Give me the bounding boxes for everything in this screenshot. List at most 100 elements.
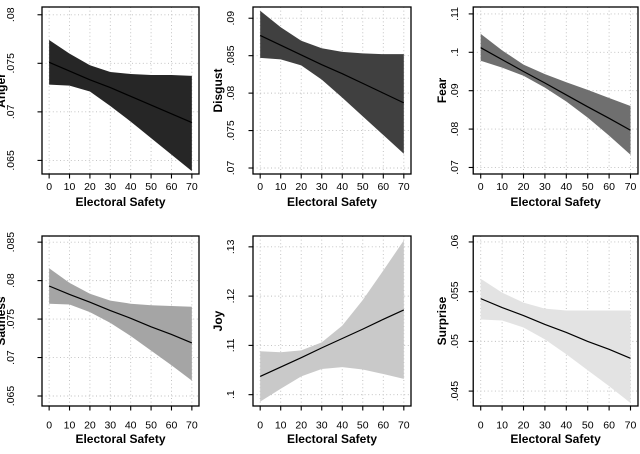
svg-text:.08: .08: [5, 273, 17, 288]
sadness-chart: 0 10 20 30 40 50 60 70 .065 .07 .075 .08 .085 Elector…: [0, 232, 200, 446]
svg-text:50: 50: [582, 181, 594, 193]
svg-text:10: 10: [496, 181, 508, 193]
panel-joy: 0 10 20 30 40 50 60 70 .1 .11 .12 .13 Electoral Safe…: [213, 227, 426, 454]
panel-anger: 0 10 20 30 40 50 60 70 .065 .07 .075 .08 Electoral S…: [0, 0, 213, 227]
disgust-chart: 0 10 20 30 40 50 60 70 .07 .075 .08 .085 .09 Electora…: [213, 6, 412, 209]
svg-text:.075: .075: [5, 309, 17, 330]
svg-text:70: 70: [625, 420, 637, 432]
anger-chart: 0 10 20 30 40 50 60 70 .065 .07 .075 .08 Electoral S…: [0, 6, 200, 209]
svg-text:.07: .07: [5, 104, 17, 119]
svg-text:.12: .12: [225, 289, 237, 304]
svg-text:.075: .075: [225, 120, 237, 141]
svg-text:50: 50: [357, 181, 369, 193]
joy-chart: 0 10 20 30 40 50 60 70 .1 .11 .12 .13 Electoral Safe…: [213, 235, 412, 446]
svg-text:40: 40: [336, 181, 348, 193]
svg-text:0: 0: [46, 420, 52, 432]
svg-text:20: 20: [295, 181, 307, 193]
svg-text:Electoral Safety: Electoral Safety: [75, 432, 165, 446]
svg-text:70: 70: [186, 420, 198, 432]
svg-text:Fear: Fear: [435, 78, 449, 104]
svg-text:60: 60: [166, 181, 178, 193]
svg-text:40: 40: [125, 181, 137, 193]
panel-disgust: 0 10 20 30 40 50 60 70 .07 .075 .08 .085 .09 Electora…: [213, 0, 426, 227]
svg-text:20: 20: [84, 420, 96, 432]
svg-text:10: 10: [64, 181, 76, 193]
svg-text:30: 30: [316, 181, 328, 193]
svg-text:.11: .11: [225, 338, 237, 352]
svg-text:.05: .05: [449, 334, 461, 349]
svg-text:.085: .085: [225, 45, 237, 66]
svg-text:30: 30: [104, 181, 116, 193]
svg-text:40: 40: [560, 181, 572, 193]
svg-text:.065: .065: [5, 150, 17, 171]
svg-text:.13: .13: [225, 239, 237, 254]
svg-text:30: 30: [104, 420, 116, 432]
svg-text:20: 20: [518, 181, 530, 193]
svg-text:40: 40: [560, 420, 572, 432]
svg-text:.065: .065: [5, 386, 17, 407]
svg-text:Surprise: Surprise: [435, 296, 449, 345]
svg-text:70: 70: [625, 181, 637, 193]
svg-text:60: 60: [377, 181, 389, 193]
svg-text:.09: .09: [449, 83, 461, 98]
svg-text:10: 10: [64, 420, 76, 432]
fear-chart: 0 10 20 30 40 50 60 70 .07 .08 .09 .1 .11 Electoral S…: [435, 6, 639, 209]
svg-text:10: 10: [275, 420, 287, 432]
svg-text:.1: .1: [449, 48, 461, 57]
svg-text:Joy: Joy: [213, 310, 225, 331]
svg-text:Electoral Safety: Electoral Safety: [510, 195, 601, 209]
surprise-chart: 0 10 20 30 40 50 60 70 .045 .05 .055 .06 Electoral S…: [435, 235, 639, 446]
svg-text:0: 0: [46, 181, 52, 193]
svg-text:.09: .09: [225, 11, 237, 26]
svg-text:.08: .08: [5, 7, 17, 22]
svg-text:20: 20: [295, 420, 307, 432]
svg-text:Electoral Safety: Electoral Safety: [75, 195, 165, 209]
svg-text:Anger: Anger: [0, 73, 8, 108]
svg-text:.08: .08: [225, 86, 237, 101]
svg-text:.07: .07: [225, 161, 237, 176]
svg-text:70: 70: [186, 181, 198, 193]
svg-text:10: 10: [275, 181, 287, 193]
svg-text:50: 50: [582, 420, 594, 432]
svg-text:30: 30: [539, 420, 551, 432]
svg-text:.085: .085: [5, 232, 17, 253]
svg-text:60: 60: [166, 420, 178, 432]
panel-surprise: 0 10 20 30 40 50 60 70 .045 .05 .055 .06 Electoral S…: [426, 227, 640, 454]
svg-text:0: 0: [478, 420, 484, 432]
svg-text:Electoral Safety: Electoral Safety: [287, 195, 377, 209]
svg-text:40: 40: [125, 420, 137, 432]
svg-text:60: 60: [377, 420, 389, 432]
panel-sadness: 0 10 20 30 40 50 60 70 .065 .07 .075 .08 .085 Elector…: [0, 227, 213, 454]
svg-text:10: 10: [496, 420, 508, 432]
svg-text:0: 0: [257, 420, 263, 432]
svg-text:.1: .1: [225, 390, 237, 399]
svg-text:70: 70: [398, 181, 410, 193]
svg-text:Electoral Safety: Electoral Safety: [287, 432, 377, 446]
svg-text:50: 50: [145, 420, 157, 432]
svg-text:20: 20: [518, 420, 530, 432]
svg-text:0: 0: [478, 181, 484, 193]
svg-text:.11: .11: [449, 7, 461, 21]
svg-text:.07: .07: [5, 350, 17, 365]
svg-text:50: 50: [145, 181, 157, 193]
svg-text:30: 30: [316, 420, 328, 432]
svg-text:60: 60: [603, 420, 615, 432]
svg-text:40: 40: [336, 420, 348, 432]
svg-text:.045: .045: [449, 381, 461, 402]
svg-text:.055: .055: [449, 281, 461, 302]
svg-text:.07: .07: [449, 160, 461, 175]
svg-text:70: 70: [398, 420, 410, 432]
svg-text:Sadness: Sadness: [0, 296, 8, 346]
svg-text:.06: .06: [449, 235, 461, 250]
svg-text:30: 30: [539, 181, 551, 193]
svg-text:60: 60: [603, 181, 615, 193]
svg-text:20: 20: [84, 181, 96, 193]
panel-fear: 0 10 20 30 40 50 60 70 .07 .08 .09 .1 .11 Electoral S…: [426, 0, 640, 227]
svg-text:Disgust: Disgust: [213, 68, 225, 112]
svg-text:.075: .075: [5, 53, 17, 74]
svg-text:.08: .08: [449, 122, 461, 137]
svg-text:0: 0: [257, 181, 263, 193]
svg-text:Electoral Safety: Electoral Safety: [510, 432, 601, 446]
svg-text:50: 50: [357, 420, 369, 432]
